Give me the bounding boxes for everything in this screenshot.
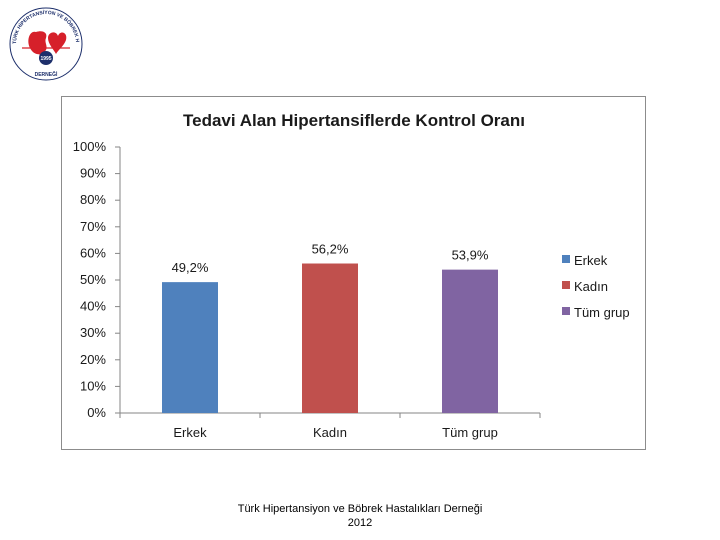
footer-year: 2012 [347, 517, 373, 529]
x-category-label: Tüm grup [442, 425, 498, 440]
legend-label: Erkek [574, 253, 608, 268]
y-tick-label: 0% [87, 405, 106, 420]
legend-label: Kadın [574, 279, 608, 294]
bars: 49,2% 56,2% 53,9% [162, 242, 498, 413]
y-axis: 0% 10% 20% 30% 40% 50% 60% 70% 80% 90% 100% [73, 139, 540, 420]
y-tick-label: 60% [80, 245, 106, 260]
bar-1 [162, 282, 218, 413]
chart-title: Tedavi Alan Hipertansiflerde Kontrol Ora… [183, 111, 525, 130]
y-tick-label: 10% [80, 378, 106, 393]
legend-swatch [562, 255, 570, 263]
bar-3 [442, 269, 498, 413]
logo-text-bottom: DERNEĞİ [35, 70, 58, 78]
bar-value-label: 49,2% [172, 260, 209, 275]
y-tick-label: 30% [80, 325, 106, 340]
y-tick-label: 20% [80, 352, 106, 367]
legend-swatch [562, 307, 570, 315]
x-category-label: Kadın [313, 425, 347, 440]
legend: Erkek Kadın Tüm grup [562, 253, 630, 320]
association-logo: TÜRK HİPERTANSİYON VE BÖBREK HASTALIKLAR… [8, 6, 83, 81]
x-axis-labels: Erkek Kadın Tüm grup [119, 413, 541, 440]
legend-swatch [562, 281, 570, 289]
chart-frame: Tedavi Alan Hipertansiflerde Kontrol Ora… [61, 96, 646, 450]
bar-2 [302, 263, 358, 413]
footer: Türk Hipertansiyon ve Böbrek Hastalıklar… [0, 502, 720, 530]
y-tick-label: 70% [80, 219, 106, 234]
bar-chart: Tedavi Alan Hipertansiflerde Kontrol Ora… [73, 111, 630, 440]
x-category-label: Erkek [173, 425, 207, 440]
bar-value-label: 56,2% [312, 242, 349, 257]
y-tick-label: 100% [73, 139, 107, 154]
y-tick-label: 40% [80, 299, 106, 314]
legend-label: Tüm grup [574, 305, 630, 320]
bar-value-label: 53,9% [452, 248, 489, 263]
y-tick-label: 80% [80, 192, 106, 207]
y-tick-label: 50% [80, 272, 106, 287]
year-badge [39, 51, 53, 65]
y-tick-label: 90% [80, 166, 106, 181]
footer-organization: Türk Hipertansiyon ve Böbrek Hastalıklar… [237, 503, 483, 515]
logo-year: 1995 [40, 56, 51, 62]
pulse-line-icon [22, 40, 70, 56]
